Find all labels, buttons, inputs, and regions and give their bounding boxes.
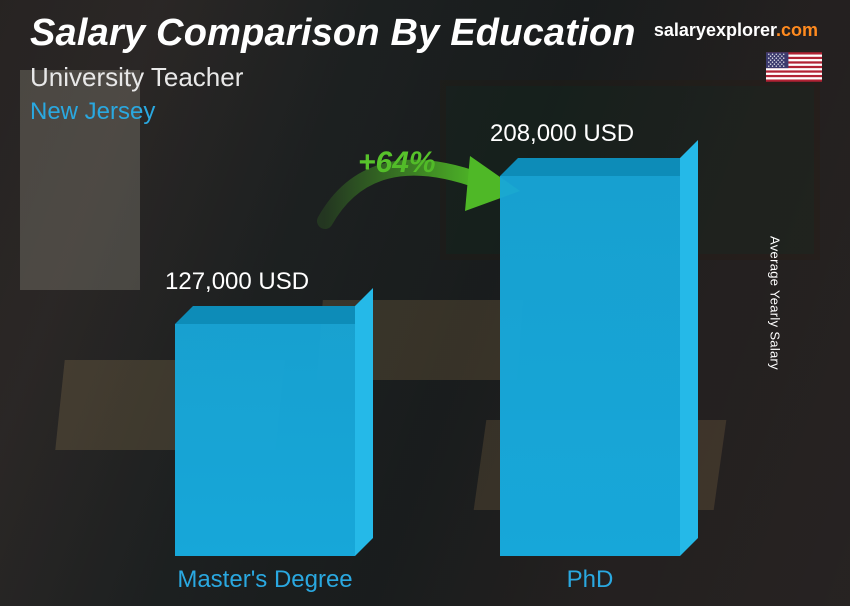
bar-top-face	[175, 306, 373, 324]
increase-arrow-icon	[310, 136, 530, 246]
bar-side-face	[355, 288, 373, 556]
us-flag-icon	[766, 48, 822, 86]
bar-top-face	[500, 158, 698, 176]
chart-title: Salary Comparison By Education	[30, 12, 636, 55]
infographic-stage: Salary Comparison By Education Universit…	[0, 0, 850, 606]
bar-value-label: 208,000 USD	[490, 120, 634, 148]
bar-side-face	[680, 140, 698, 556]
brand-label: salaryexplorer.com	[654, 20, 818, 41]
brand-part-2: .com	[776, 20, 818, 40]
bar	[175, 324, 355, 556]
bar-value-label: 127,000 USD	[165, 268, 309, 296]
bar	[500, 176, 680, 556]
bar-front-face	[175, 324, 355, 556]
brand-part-1: salaryexplorer	[654, 20, 776, 40]
chart-subtitle: University Teacher	[30, 62, 243, 93]
bar-front-face	[500, 176, 680, 556]
bar-chart: +64% 127,000 USDMaster's Degree208,000 U…	[0, 136, 850, 606]
bar-category-label: PhD	[567, 566, 614, 594]
chart-location: New Jersey	[30, 98, 155, 126]
bar-category-label: Master's Degree	[177, 566, 352, 594]
